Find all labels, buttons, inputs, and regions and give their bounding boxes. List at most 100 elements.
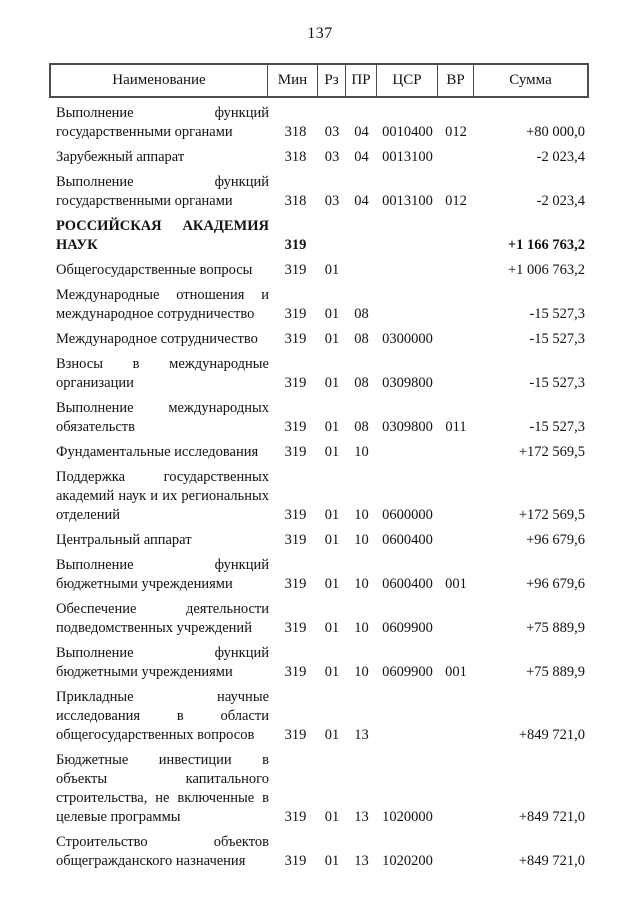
row-min-cell: 319: [284, 809, 307, 825]
page-number: 137: [307, 25, 333, 42]
row-rz-cell: 01: [324, 853, 340, 869]
row-csr-cell: 0609900: [382, 620, 433, 636]
row-rz-cell: 01: [324, 331, 340, 347]
row-sum-cell: +96 679,6: [526, 532, 585, 548]
row-csr-cell: 0013100: [382, 193, 433, 209]
row-csr-cell: 0309800: [382, 375, 433, 391]
row-min-cell: 319: [284, 576, 307, 592]
row-rz-cell: 01: [324, 262, 340, 278]
table-row: Выполнение функций государственными орга…: [49, 173, 589, 211]
row-csr-cell: 0013100: [382, 149, 433, 165]
row-pr-cell: 10: [354, 444, 369, 460]
row-sum-cell: -15 527,3: [529, 375, 585, 391]
row-sum-cell: -2 023,4: [536, 149, 585, 165]
row-pr-cell: 13: [354, 853, 369, 869]
column-header-rz: Рз: [317, 65, 345, 96]
row-min-cell: 319: [284, 664, 307, 680]
row-pr-cell: 13: [354, 809, 369, 825]
row-pr-cell: 08: [354, 306, 369, 322]
row-min-cell: 319: [284, 262, 307, 278]
row-sum-cell: -15 527,3: [529, 306, 585, 322]
row-name-cell: Строительство объектов общегражданского …: [56, 834, 269, 869]
table-body: Выполнение функций государственными орга…: [49, 104, 589, 871]
row-csr-cell: 0300000: [382, 331, 433, 347]
row-rz-cell: 01: [324, 375, 340, 391]
row-sum-cell: +849 721,0: [518, 853, 585, 869]
row-min-cell: 319: [284, 331, 307, 347]
row-min-cell: 318: [284, 124, 307, 140]
table-row: Поддержка государственных академий наук …: [49, 468, 589, 525]
row-name-cell: Выполнение международных обязательств: [56, 400, 269, 435]
table-row: Обеспечение деятельности подведомственны…: [49, 600, 589, 638]
row-rz-cell: 01: [324, 576, 340, 592]
row-rz-cell: 03: [324, 124, 340, 140]
row-min-cell: 319: [284, 306, 307, 322]
row-min-cell: 319: [284, 444, 307, 460]
row-name-cell: Выполнение функций бюджетными учреждения…: [56, 645, 269, 680]
row-min-cell: 318: [284, 193, 307, 209]
row-pr-cell: 08: [354, 419, 369, 435]
table-row: Центральный аппарат 319 01 10 0600400 +96 679…: [49, 531, 589, 550]
row-csr-cell: 0309800: [382, 419, 433, 435]
table-row: Зарубежный аппарат 318 03 04 0013100 -2 023,4: [49, 148, 589, 167]
row-csr-cell: 0600000: [382, 507, 433, 523]
row-sum-cell: +849 721,0: [518, 809, 585, 825]
row-min-cell: 319: [284, 620, 307, 636]
table-row: Выполнение функций бюджетными учреждения…: [49, 644, 589, 682]
row-sum-cell: -2 023,4: [536, 193, 585, 209]
row-min-cell: 319: [284, 853, 307, 869]
row-vr-cell: 012: [445, 124, 467, 140]
row-sum-cell: -15 527,3: [529, 419, 585, 435]
table-row: Взносы в международные организации 319 01 0…: [49, 355, 589, 393]
row-name-cell: Зарубежный аппарат: [56, 149, 185, 165]
row-pr-cell: 10: [354, 664, 369, 680]
table-row: Фундаментальные исследования 319 01 10 +172 …: [49, 443, 589, 462]
row-sum-cell: +75 889,9: [526, 664, 585, 680]
column-header-min: Мин: [267, 65, 317, 96]
row-pr-cell: 04: [354, 149, 369, 165]
table-row: Выполнение международных обязательств 319…: [49, 399, 589, 437]
table-row: Общегосударственные вопросы 319 01 +1 006 7…: [49, 261, 589, 280]
row-min-cell: 319: [284, 727, 307, 743]
row-pr-cell: 10: [354, 620, 369, 636]
row-rz-cell: 01: [324, 507, 340, 523]
row-sum-cell: +75 889,9: [526, 620, 585, 636]
table-row: Выполнение функций государственными орга…: [49, 104, 589, 142]
row-rz-cell: 01: [324, 532, 340, 548]
table-row: РОССИЙСКАЯ АКАДЕМИЯ НАУК 319 +1 166 763,2: [49, 217, 589, 255]
row-min-cell: 319: [284, 507, 307, 523]
row-pr-cell: 10: [354, 576, 369, 592]
row-name-cell: Общегосударственные вопросы: [56, 262, 253, 278]
row-rz-cell: 03: [324, 149, 340, 165]
row-name-cell: РОССИЙСКАЯ АКАДЕМИЯ НАУК: [56, 218, 269, 253]
row-rz-cell: 03: [324, 193, 340, 209]
table-row: Международное сотрудничество 319 01 08 03000…: [49, 330, 589, 349]
row-name-cell: Центральный аппарат: [56, 532, 192, 548]
table-row: Прикладные научные исследования в област…: [49, 688, 589, 745]
row-name-cell: Выполнение функций бюджетными учреждения…: [56, 557, 269, 592]
row-name-cell: Бюджетные инвестиции в объекты капитальн…: [56, 752, 269, 825]
table-row: Строительство объектов общегражданского …: [49, 833, 589, 871]
row-rz-cell: 01: [324, 809, 340, 825]
row-sum-cell: +1 166 763,2: [507, 237, 585, 253]
row-pr-cell: 10: [354, 532, 369, 548]
row-min-cell: 319: [284, 532, 307, 548]
row-pr-cell: 10: [354, 507, 369, 523]
row-pr-cell: 08: [354, 375, 369, 391]
row-name-cell: Взносы в международные организации: [56, 356, 269, 391]
row-name-cell: Прикладные научные исследования в област…: [56, 689, 269, 743]
row-min-cell: 319: [284, 375, 307, 391]
row-rz-cell: 01: [324, 444, 340, 460]
row-vr-cell: 012: [445, 193, 467, 209]
row-min-cell: 318: [284, 149, 307, 165]
row-sum-cell: +1 006 763,2: [507, 262, 585, 278]
row-rz-cell: 01: [324, 419, 340, 435]
row-pr-cell: 04: [354, 193, 369, 209]
row-pr-cell: 13: [354, 727, 369, 743]
row-pr-cell: 04: [354, 124, 369, 140]
row-name-cell: Выполнение функций государственными орга…: [56, 105, 269, 140]
row-name-cell: Поддержка государственных академий наук …: [56, 469, 269, 523]
row-sum-cell: -15 527,3: [529, 331, 585, 347]
row-sum-cell: +172 569,5: [518, 444, 585, 460]
row-name-cell: Международные отношения и международное …: [56, 287, 269, 322]
